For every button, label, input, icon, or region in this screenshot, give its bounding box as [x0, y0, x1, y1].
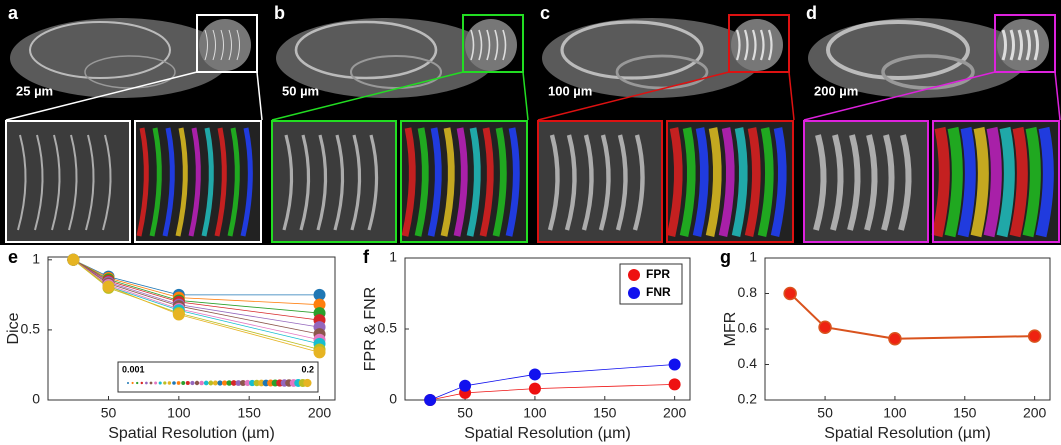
y-tick-label: 0 — [32, 391, 40, 407]
x-tick-label: 150 — [953, 405, 977, 421]
colorbar-dot — [127, 382, 129, 384]
x-tick-label: 50 — [101, 405, 117, 421]
plot-area — [765, 258, 1050, 400]
y-tick-label: 0.5 — [378, 320, 398, 336]
data-point — [529, 383, 541, 395]
legend-marker — [628, 287, 640, 299]
colorbar-dot — [163, 381, 166, 384]
resolution-label: 100 µm — [548, 83, 592, 98]
colorbar-dot — [190, 381, 194, 385]
colorbar-dot — [172, 381, 176, 385]
colorbar-dot — [199, 381, 204, 386]
y-tick-label: 0.2 — [738, 391, 758, 407]
colorbar-dot — [136, 382, 138, 384]
y-tick-label: 1 — [749, 249, 757, 265]
panel-label: b — [274, 3, 285, 23]
data-point — [669, 359, 681, 371]
x-axis-label: Spatial Resolution (µm) — [464, 425, 631, 442]
panel-label: f — [363, 247, 370, 267]
data-point — [102, 280, 114, 292]
data-point — [459, 380, 471, 392]
colorbar-dot — [217, 380, 222, 385]
legend-label: FPR — [646, 267, 670, 281]
y-axis-label: Dice — [5, 312, 22, 344]
colorbar-dot — [150, 382, 153, 385]
resolution-label: 200 µm — [814, 83, 858, 98]
data-point — [889, 333, 901, 345]
cerebellum — [199, 19, 251, 71]
colorbar-dot — [154, 382, 157, 385]
colorbar-dot — [186, 381, 190, 385]
x-tick-label: 50 — [817, 405, 833, 421]
data-point — [669, 378, 681, 390]
x-tick-label: 100 — [883, 405, 907, 421]
x-axis-label: Spatial Resolution (µm) — [824, 425, 991, 442]
colorbar-box — [118, 362, 318, 392]
x-tick-label: 150 — [238, 405, 262, 421]
x-tick-label: 100 — [523, 405, 547, 421]
colorbar-dot — [195, 381, 199, 385]
data-point — [173, 308, 185, 320]
data-point — [314, 346, 326, 358]
x-tick-label: 200 — [308, 405, 332, 421]
y-tick-label: 0.4 — [738, 355, 758, 371]
colorbar-dot — [168, 381, 171, 384]
colorbar-dot — [177, 381, 181, 385]
colorbar-dot — [204, 381, 209, 386]
panel-label: e — [8, 247, 18, 267]
y-tick-label: 0.8 — [738, 284, 758, 300]
x-tick-label: 150 — [593, 405, 617, 421]
resolution-label: 50 µm — [282, 83, 319, 98]
legend-label: FNR — [646, 285, 671, 299]
x-axis-label: Spatial Resolution (µm) — [108, 425, 275, 442]
colorbar-dot — [145, 382, 148, 385]
panel-label: g — [720, 247, 731, 267]
y-tick-label: 0.6 — [738, 320, 758, 336]
colorbar-dot — [159, 381, 162, 384]
colorbar-dot — [181, 381, 185, 385]
data-point — [529, 368, 541, 380]
y-axis-label: FPR & FNR — [362, 287, 379, 371]
colorbar-dot — [141, 382, 143, 384]
colorbar-label: 0.001 — [122, 364, 145, 374]
colorbar-dot — [132, 382, 134, 384]
data-point — [784, 288, 796, 300]
colorbar-label: 0.2 — [301, 364, 314, 374]
data-point — [67, 254, 79, 266]
y-axis-label: MFR — [722, 312, 739, 347]
panel-label: c — [540, 3, 550, 23]
x-tick-label: 200 — [663, 405, 687, 421]
panel-label: d — [806, 3, 817, 23]
panel-label: a — [8, 3, 19, 23]
y-tick-label: 0 — [389, 391, 397, 407]
y-tick-label: 0.5 — [21, 321, 41, 337]
data-point — [424, 394, 436, 406]
colorbar-dot — [213, 380, 218, 385]
colorbar-dot — [208, 381, 213, 386]
x-tick-label: 100 — [167, 405, 191, 421]
x-tick-label: 50 — [457, 405, 473, 421]
colorbar-dot — [303, 379, 311, 387]
y-tick-label: 1 — [389, 249, 397, 265]
resolution-label: 25 µm — [16, 83, 53, 98]
data-point — [1029, 330, 1041, 342]
data-point — [819, 321, 831, 333]
legend-marker — [628, 269, 640, 281]
x-tick-label: 200 — [1023, 405, 1047, 421]
figure: a25 µmb50 µmc100 µmd200 µme00.5150100150… — [0, 0, 1061, 445]
y-tick-label: 1 — [32, 251, 40, 267]
